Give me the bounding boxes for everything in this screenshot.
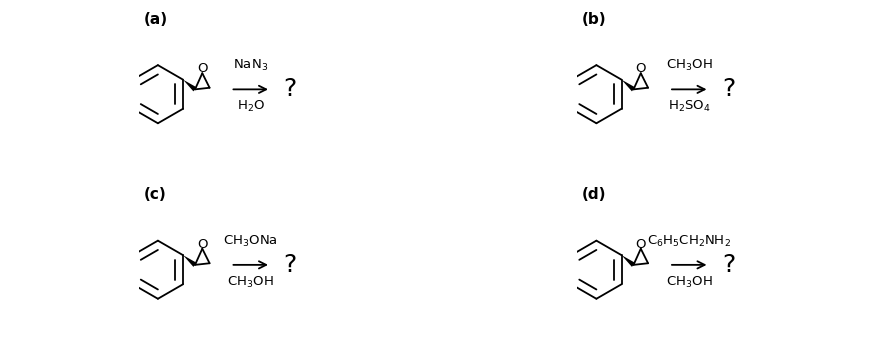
Text: O: O [636,238,646,251]
Polygon shape [622,255,635,267]
Text: NaN$_3$: NaN$_3$ [233,58,268,73]
Text: ?: ? [283,253,297,277]
Text: ?: ? [722,77,736,101]
Text: (b): (b) [581,12,607,27]
Text: CH$_3$OH: CH$_3$OH [666,274,712,290]
Text: CH$_3$OH: CH$_3$OH [227,274,274,290]
Text: (a): (a) [143,12,168,27]
Text: C$_6$H$_5$CH$_2$NH$_2$: C$_6$H$_5$CH$_2$NH$_2$ [647,234,731,249]
Polygon shape [183,80,196,91]
Text: O: O [197,62,208,75]
Text: (c): (c) [143,187,166,203]
Text: H$_2$SO$_4$: H$_2$SO$_4$ [668,99,710,114]
Text: (d): (d) [581,187,606,203]
Polygon shape [183,255,196,267]
Text: CH$_3$ONa: CH$_3$ONa [224,234,278,249]
Text: ?: ? [722,253,736,277]
Text: ?: ? [283,77,297,101]
Text: O: O [197,238,208,251]
Text: H$_2$O: H$_2$O [237,99,265,114]
Text: O: O [636,62,646,75]
Text: CH$_3$OH: CH$_3$OH [666,58,712,73]
Polygon shape [622,80,635,91]
